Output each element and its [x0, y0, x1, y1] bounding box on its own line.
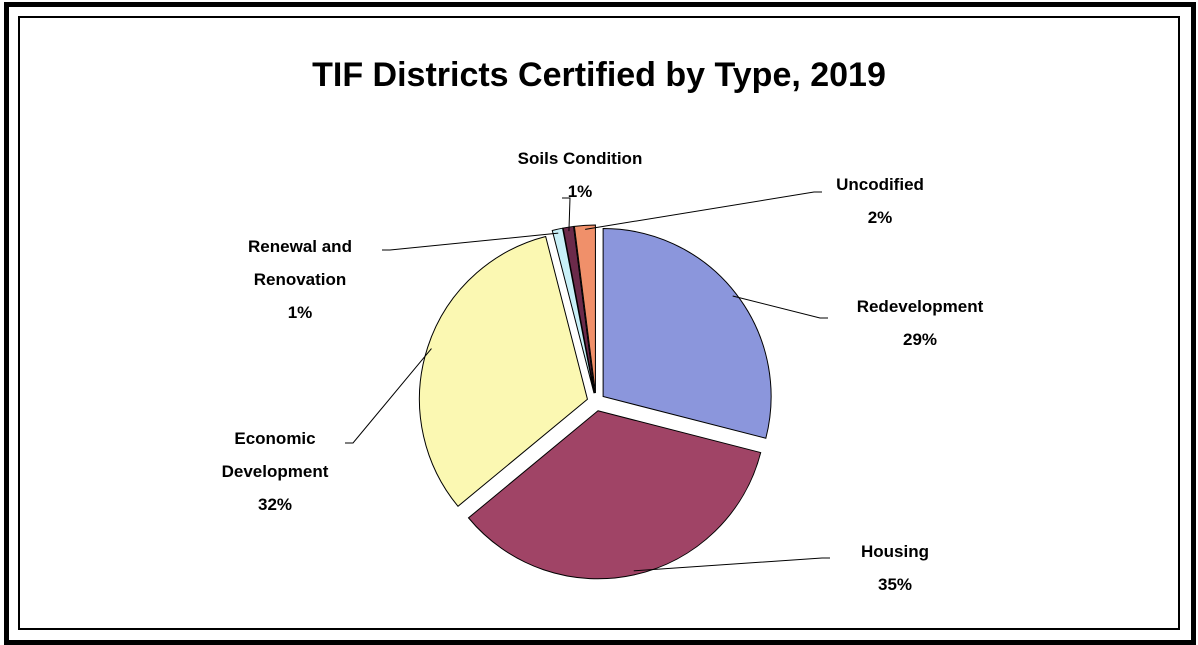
leader-line — [382, 232, 559, 251]
pie-slice — [602, 227, 772, 439]
leader-line — [585, 191, 822, 230]
category-label: Renewal and Renovation — [248, 237, 352, 289]
category-label: Soils Condition — [517, 149, 643, 168]
value-label: 32% — [257, 495, 293, 514]
data-label: Housing 35% — [810, 535, 980, 601]
pie-slice — [418, 235, 589, 508]
leader-line — [732, 295, 828, 319]
category-label: Uncodified — [836, 175, 924, 194]
leader-line — [345, 348, 432, 444]
pie-slice — [562, 225, 596, 394]
pie-slice — [551, 227, 595, 394]
data-label: Economic Development 32% — [190, 422, 360, 521]
data-label: Uncodified 2% — [800, 168, 960, 234]
category-label: Economic Development — [221, 429, 329, 481]
value-label: 1% — [567, 182, 593, 201]
value-label: 35% — [877, 575, 913, 594]
data-label: Soils Condition 1% — [480, 142, 680, 208]
frame — [4, 2, 1196, 645]
chart-title: TIF Districts Certified by Type, 2019 — [312, 56, 886, 94]
value-label: 29% — [902, 330, 938, 349]
category-label: Redevelopment — [856, 297, 984, 316]
data-label: Redevelopment 29% — [830, 290, 1010, 356]
inner-frame — [18, 16, 1180, 630]
value-label: 2% — [867, 208, 893, 227]
pie-slice — [467, 410, 762, 580]
data-label: Renewal and Renovation 1% — [220, 230, 380, 329]
pie-slice — [573, 224, 596, 394]
leader-line — [633, 557, 830, 572]
category-label: Housing — [861, 542, 929, 561]
value-label: 1% — [287, 303, 313, 322]
leader-line — [562, 197, 571, 232]
